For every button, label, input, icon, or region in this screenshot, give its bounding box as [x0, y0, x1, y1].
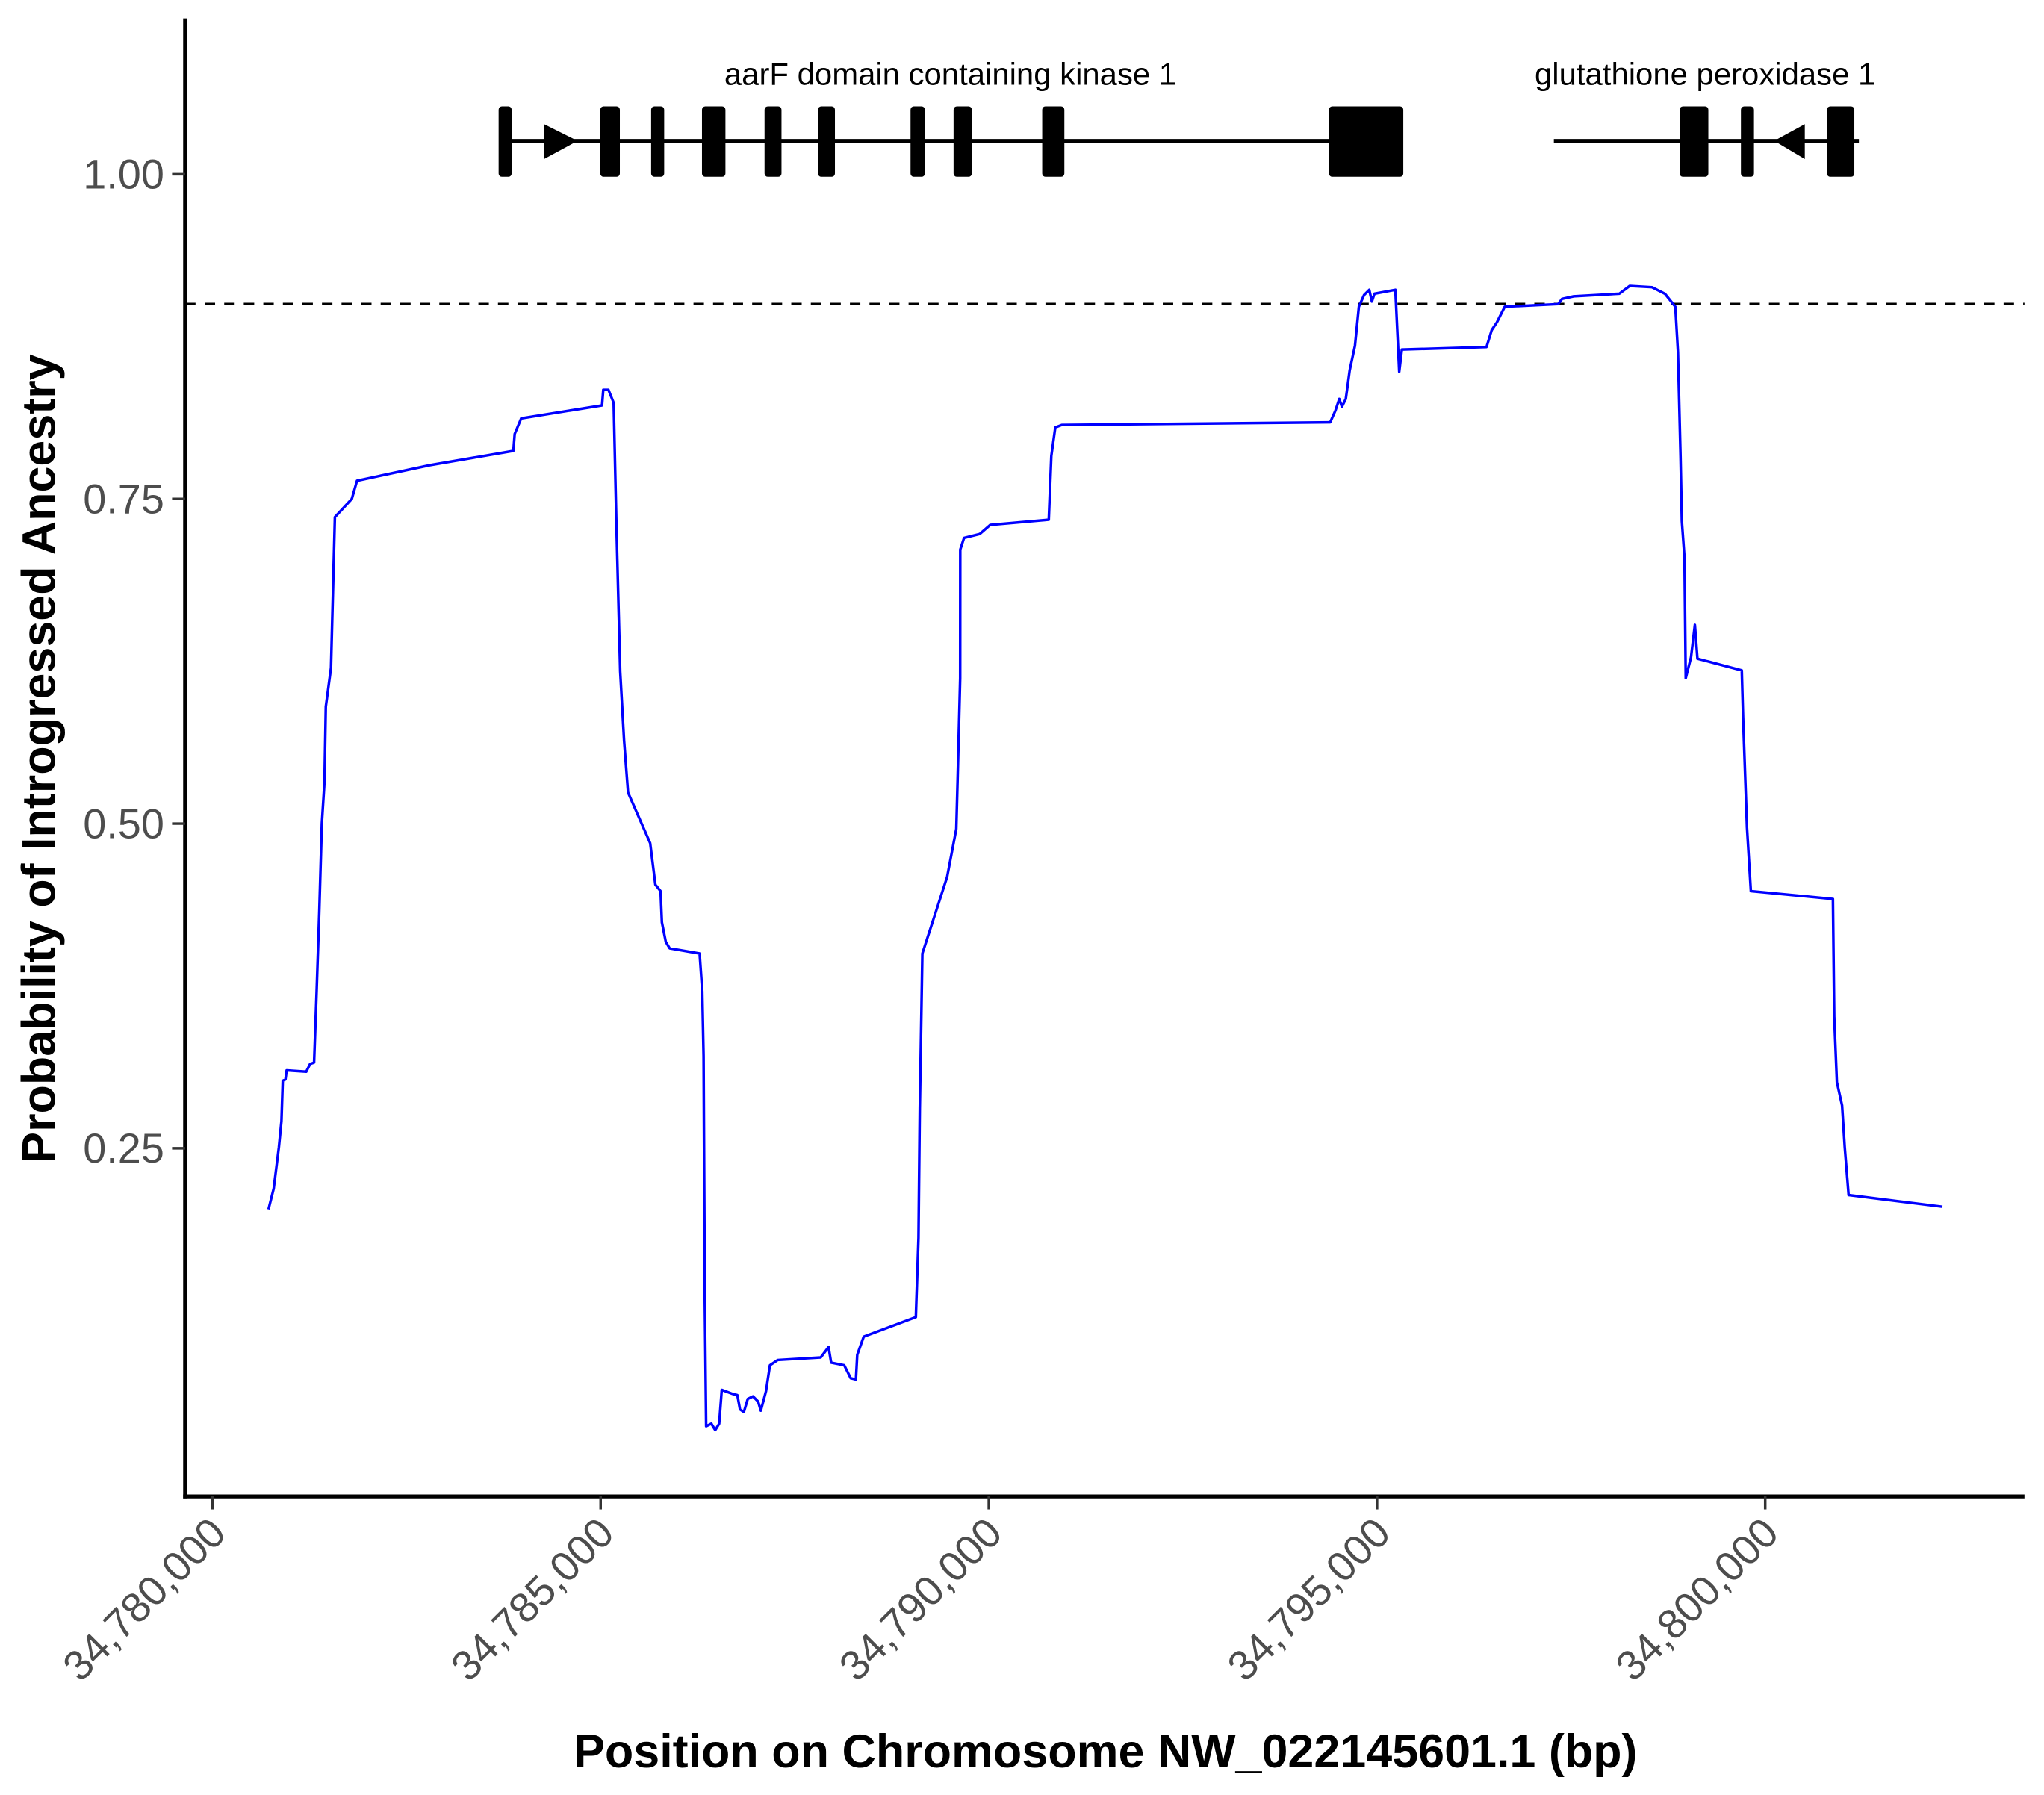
- y-tick-label: 0.75: [83, 475, 164, 522]
- gene-label: glutathione peroxidase 1: [1535, 57, 1875, 92]
- y-tick-label: 0.50: [83, 800, 164, 847]
- exon: [701, 106, 726, 177]
- x-tick-label: 34,785,000: [442, 1508, 623, 1689]
- strand-arrow: [1774, 124, 1805, 159]
- x-axis-title: Position on Chromosome NW_022145601.1 (b…: [574, 1726, 1637, 1778]
- gene-models: [498, 106, 1860, 177]
- exon: [650, 106, 665, 177]
- exon: [953, 106, 972, 177]
- strand-arrow: [544, 124, 578, 159]
- exon: [1329, 106, 1404, 177]
- exon: [910, 106, 925, 177]
- exon: [764, 106, 782, 177]
- x-tick-label: 34,780,000: [54, 1508, 234, 1689]
- y-axis-title: Probability of Introgressed Ancestry: [13, 354, 65, 1163]
- exon: [1042, 106, 1065, 177]
- gene-label: aarF domain containing kinase 1: [724, 57, 1176, 92]
- exon: [1741, 106, 1754, 177]
- y-tick-label: 0.25: [83, 1124, 164, 1172]
- y-tick-label: 1.00: [83, 151, 164, 198]
- data-line: [267, 284, 1943, 1432]
- x-tick-label: 34,790,000: [830, 1508, 1010, 1689]
- exon: [498, 106, 512, 177]
- x-tick-label: 34,795,000: [1218, 1508, 1399, 1689]
- exon: [1680, 106, 1709, 177]
- exon: [600, 106, 621, 177]
- exon: [1827, 106, 1855, 177]
- x-tick-label: 34,800,000: [1606, 1508, 1787, 1689]
- exon: [818, 106, 836, 177]
